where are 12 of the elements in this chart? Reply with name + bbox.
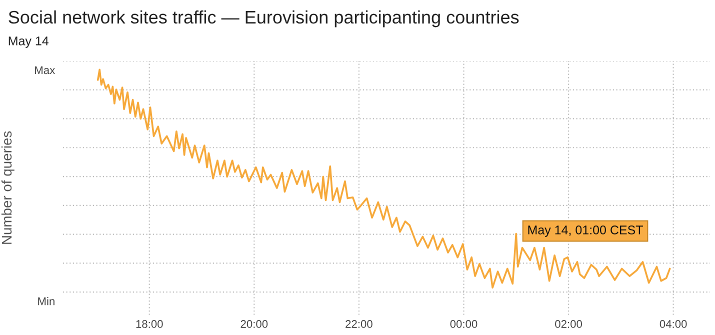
x-tick-label: 18:00 bbox=[136, 320, 163, 328]
annotation: May 14, 01:00 CEST bbox=[528, 226, 643, 237]
x-tick-label: 00:00 bbox=[450, 320, 478, 328]
x-tick-label: 20:00 bbox=[240, 320, 268, 328]
text: Max bbox=[35, 66, 56, 74]
x-tick-label: 04:00 bbox=[660, 320, 687, 328]
y-axis-title: Number of queries bbox=[1, 131, 14, 244]
chart-title: Social network sites traffic — Eurovision participanting countries bbox=[8, 10, 519, 28]
text: Min bbox=[38, 297, 54, 306]
chart-subtitle: May 14 bbox=[8, 36, 48, 48]
x-tick-label: 02:00 bbox=[555, 320, 582, 328]
x-tick-label: 22:00 bbox=[346, 320, 372, 328]
